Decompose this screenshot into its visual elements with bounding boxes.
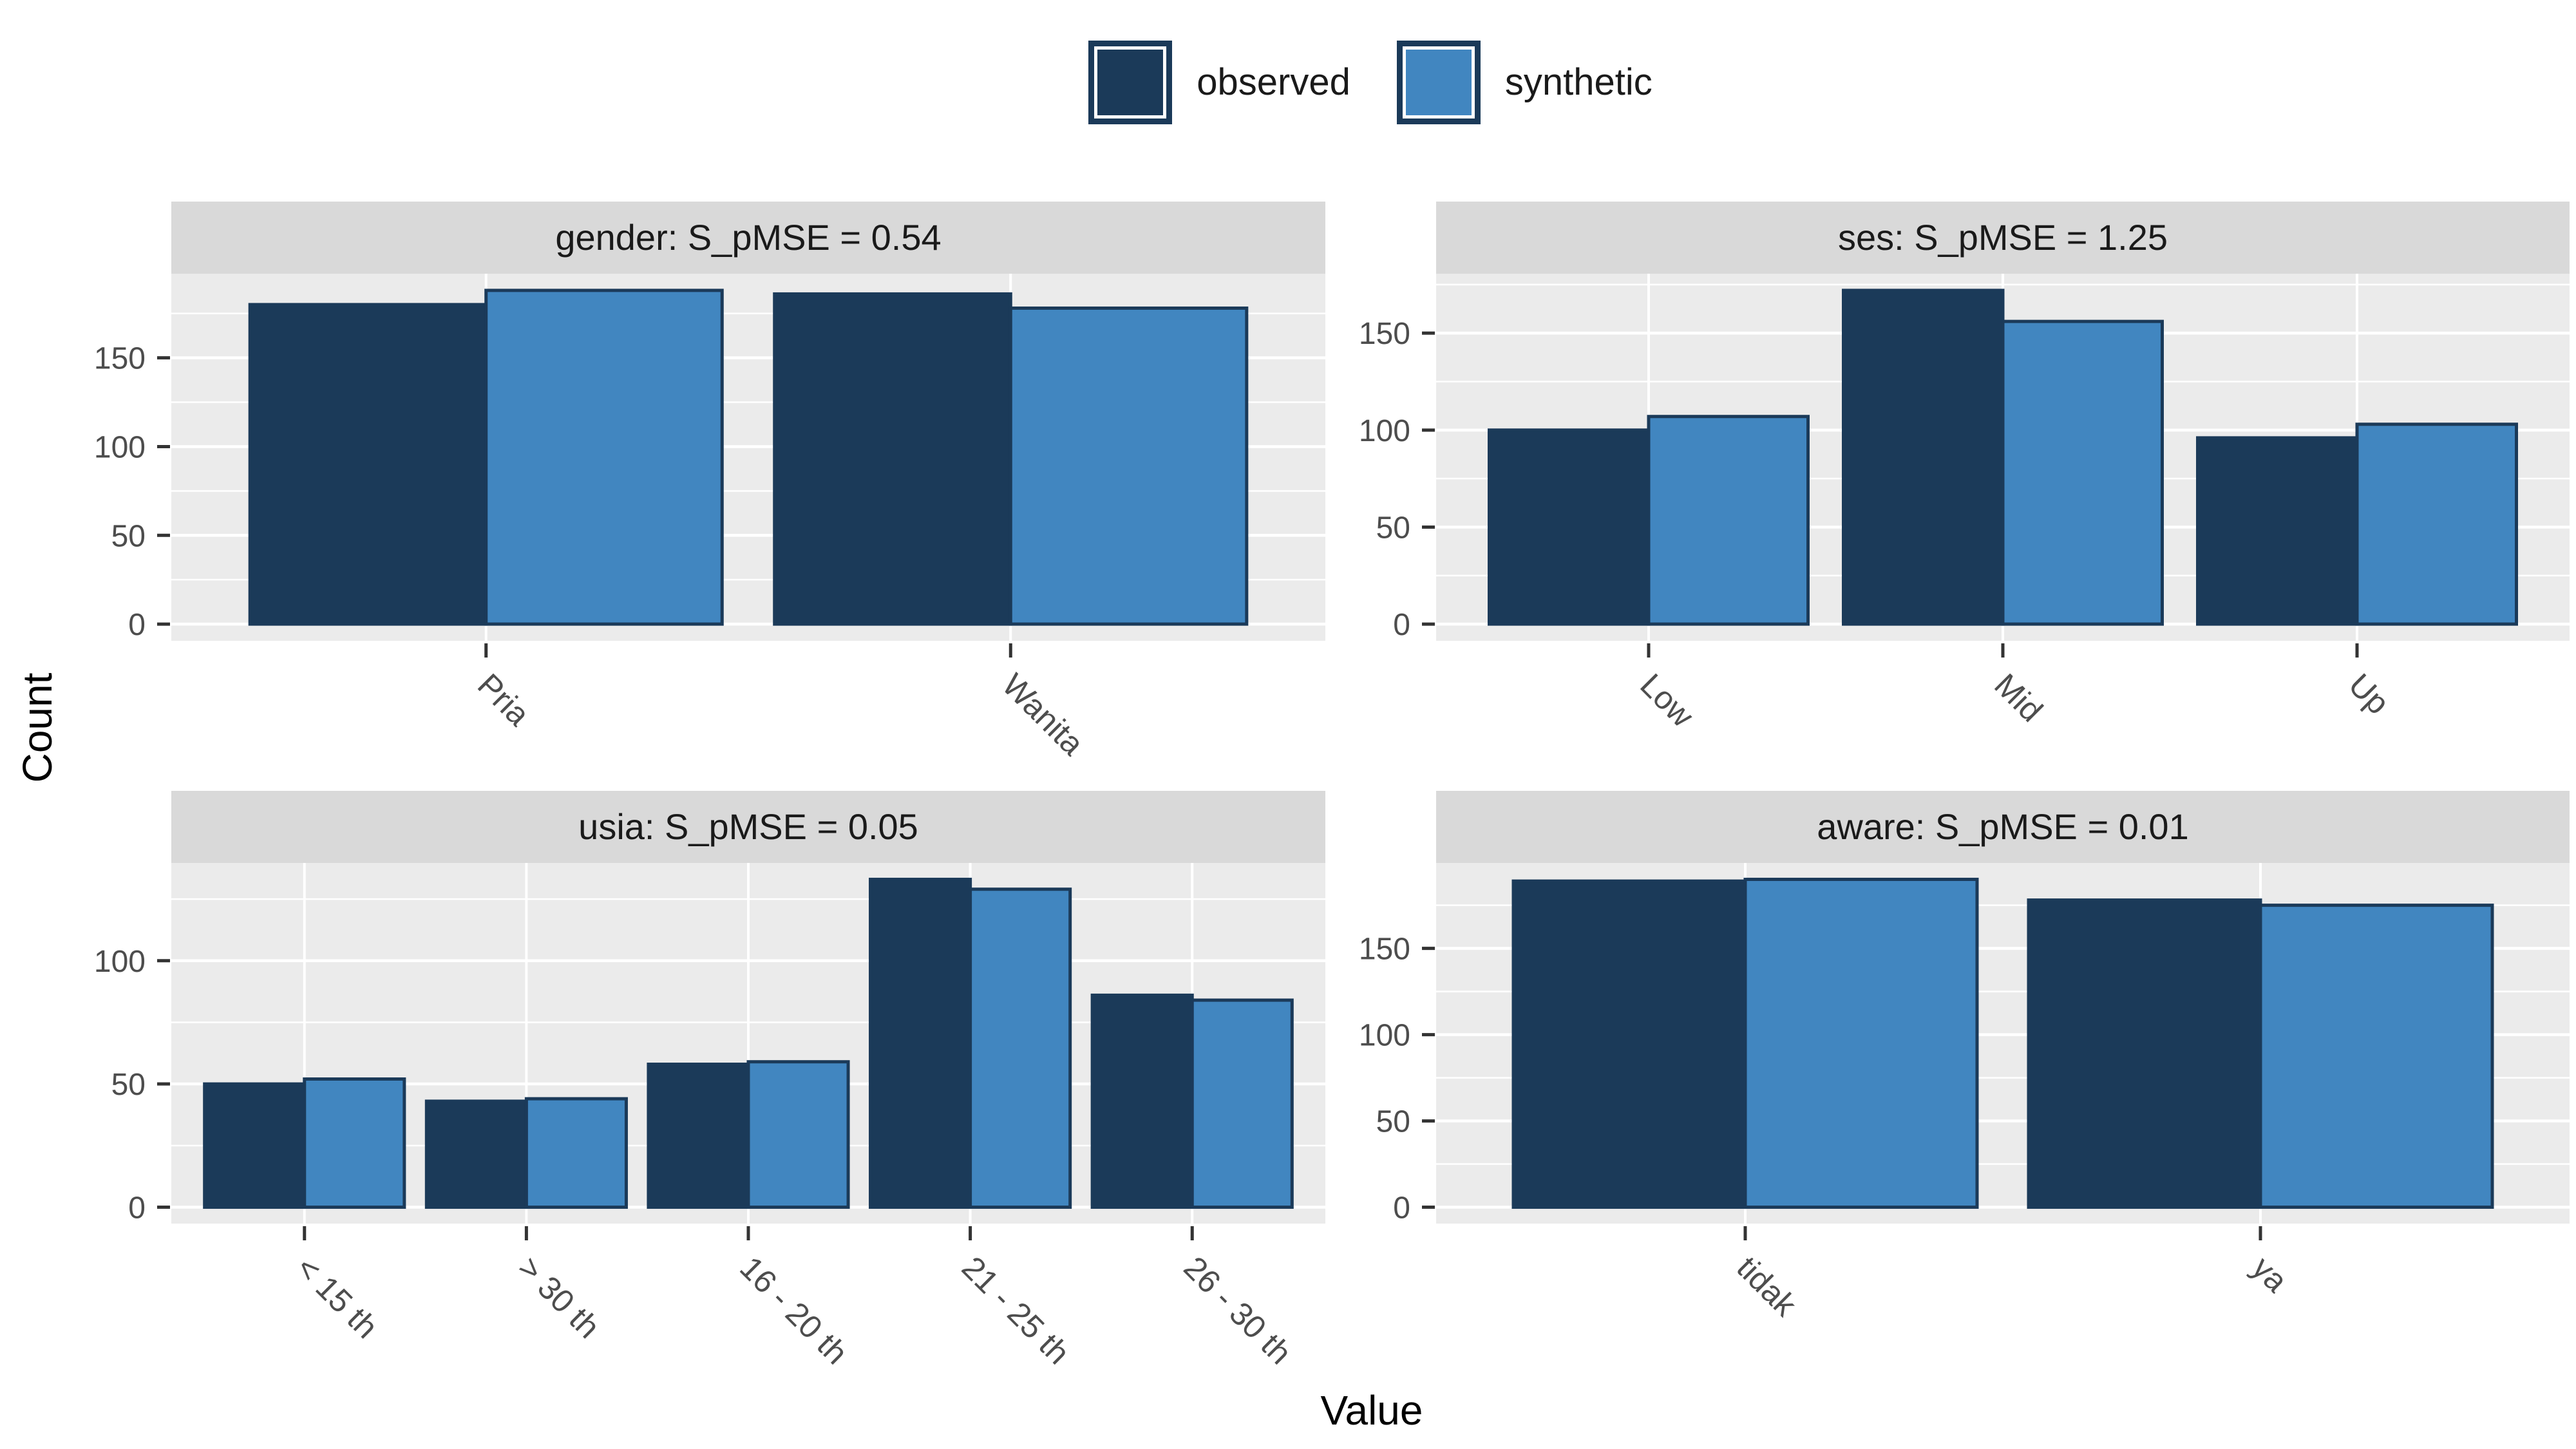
facet-title-gender: gender: S_pMSE = 0.54 bbox=[555, 217, 942, 258]
bar-ses-Low-observed bbox=[1488, 428, 1651, 626]
legend: observed synthetic bbox=[171, 39, 2570, 126]
bar-gender-Pria-observed bbox=[248, 303, 488, 626]
x-tick-label-Up: Up bbox=[2342, 667, 2396, 721]
y-tick-label: 50 bbox=[111, 1068, 146, 1102]
y-tick-label: 50 bbox=[111, 519, 146, 553]
y-tick-label: 150 bbox=[1359, 933, 1410, 967]
facet-chart-aware: 0 50 100 150 tidak ya bbox=[1359, 863, 2570, 1323]
facet-chart-usia: 0 50 100 < 15 th > 30 th 16 - 20 th 21 - 25 th… bbox=[94, 863, 1325, 1371]
x-tick-label-Mid: Mid bbox=[1987, 667, 2050, 729]
bar-gender-Wanita-observed bbox=[773, 292, 1012, 626]
facet-strip-aware: aware: S_pMSE = 0.01 bbox=[1436, 791, 2570, 863]
x-tick-label-ya: ya bbox=[2245, 1249, 2295, 1299]
bar-aware-tidak-observed bbox=[1511, 879, 1747, 1209]
y-tick-label: 100 bbox=[94, 430, 146, 464]
facet-title-usia: usia: S_pMSE = 0.05 bbox=[578, 806, 918, 847]
bar-aware-ya-observed bbox=[2027, 898, 2262, 1209]
legend-label-observed: observed bbox=[1197, 61, 1350, 103]
bar-usia-21 - 25 th-observed bbox=[869, 877, 972, 1209]
bar-aware-ya-synthetic bbox=[2259, 904, 2494, 1209]
y-tick-label: 50 bbox=[1376, 511, 1410, 545]
bar-usia-> 30 th-observed bbox=[424, 1099, 528, 1209]
bar-ses-Up-observed bbox=[2196, 436, 2359, 626]
facet-title-ses: ses: S_pMSE = 1.25 bbox=[1837, 217, 2168, 258]
bar-usia-> 30 th-synthetic bbox=[524, 1097, 628, 1209]
y-tick-label: 150 bbox=[94, 342, 146, 376]
y-tick-label: 100 bbox=[1359, 1019, 1410, 1053]
facet-title-aware: aware: S_pMSE = 0.01 bbox=[1817, 806, 2189, 847]
x-tick-label-< 15 th: < 15 th bbox=[289, 1249, 385, 1345]
y-tick-label: 100 bbox=[94, 945, 146, 979]
x-tick-label-21 - 25 th: 21 - 25 th bbox=[955, 1249, 1077, 1371]
bar-usia-26 - 30 th-synthetic bbox=[1190, 998, 1294, 1209]
facet-strip-ses: ses: S_pMSE = 1.25 bbox=[1436, 202, 2570, 274]
facet-strip-usia: usia: S_pMSE = 0.05 bbox=[171, 791, 1325, 863]
legend-item-observed: observed bbox=[1088, 41, 1350, 124]
x-tick-label-Low: Low bbox=[1633, 667, 1701, 734]
bar-aware-tidak-synthetic bbox=[1743, 877, 1979, 1209]
bar-ses-Low-synthetic bbox=[1647, 415, 1810, 626]
bar-usia-< 15 th-synthetic bbox=[303, 1077, 406, 1209]
x-tick-label-Pria: Pria bbox=[471, 667, 537, 733]
bar-ses-Mid-synthetic bbox=[2001, 319, 2164, 626]
y-tick-label: 150 bbox=[1359, 317, 1410, 351]
legend-label-synthetic: synthetic bbox=[1504, 61, 1653, 103]
facet-chart-gender: 0 50 100 150 Pria Wanita bbox=[94, 274, 1325, 762]
x-tick-label-Wanita: Wanita bbox=[995, 667, 1090, 762]
y-tick-label: 0 bbox=[128, 608, 146, 642]
legend-swatch-synthetic bbox=[1396, 41, 1481, 124]
bar-ses-Up-synthetic bbox=[2355, 422, 2518, 626]
y-tick-label: 0 bbox=[1393, 608, 1410, 642]
bar-ses-Mid-observed bbox=[1842, 289, 2005, 626]
y-tick-label: 0 bbox=[1393, 1191, 1410, 1226]
x-tick-label-26 - 30 th: 26 - 30 th bbox=[1177, 1249, 1298, 1371]
bar-usia-< 15 th-observed bbox=[203, 1082, 307, 1209]
y-tick-label: 50 bbox=[1376, 1105, 1410, 1139]
y-tick-label: 0 bbox=[128, 1191, 146, 1226]
bar-gender-Pria-synthetic bbox=[484, 289, 724, 626]
bar-usia-26 - 30 th-observed bbox=[1090, 993, 1194, 1209]
facet-strip-gender: gender: S_pMSE = 0.54 bbox=[171, 202, 1325, 274]
bar-usia-16 - 20 th-synthetic bbox=[746, 1060, 850, 1209]
x-tick-label-> 30 th: > 30 th bbox=[511, 1249, 607, 1345]
legend-swatch-observed bbox=[1088, 41, 1173, 124]
legend-item-synthetic: synthetic bbox=[1396, 41, 1653, 124]
bar-gender-Wanita-synthetic bbox=[1009, 306, 1249, 626]
x-tick-label-16 - 20 th: 16 - 20 th bbox=[733, 1249, 855, 1371]
y-axis-title: Count bbox=[14, 672, 61, 783]
y-tick-label: 100 bbox=[1359, 414, 1410, 448]
bar-usia-16 - 20 th-observed bbox=[647, 1063, 750, 1209]
x-axis-title: Value bbox=[1320, 1387, 1423, 1434]
bar-usia-21 - 25 th-synthetic bbox=[969, 887, 1072, 1209]
x-tick-label-tidak: tidak bbox=[1730, 1249, 1804, 1323]
facet-chart-ses: 0 50 100 150 Low Mid Up bbox=[1359, 274, 2570, 734]
